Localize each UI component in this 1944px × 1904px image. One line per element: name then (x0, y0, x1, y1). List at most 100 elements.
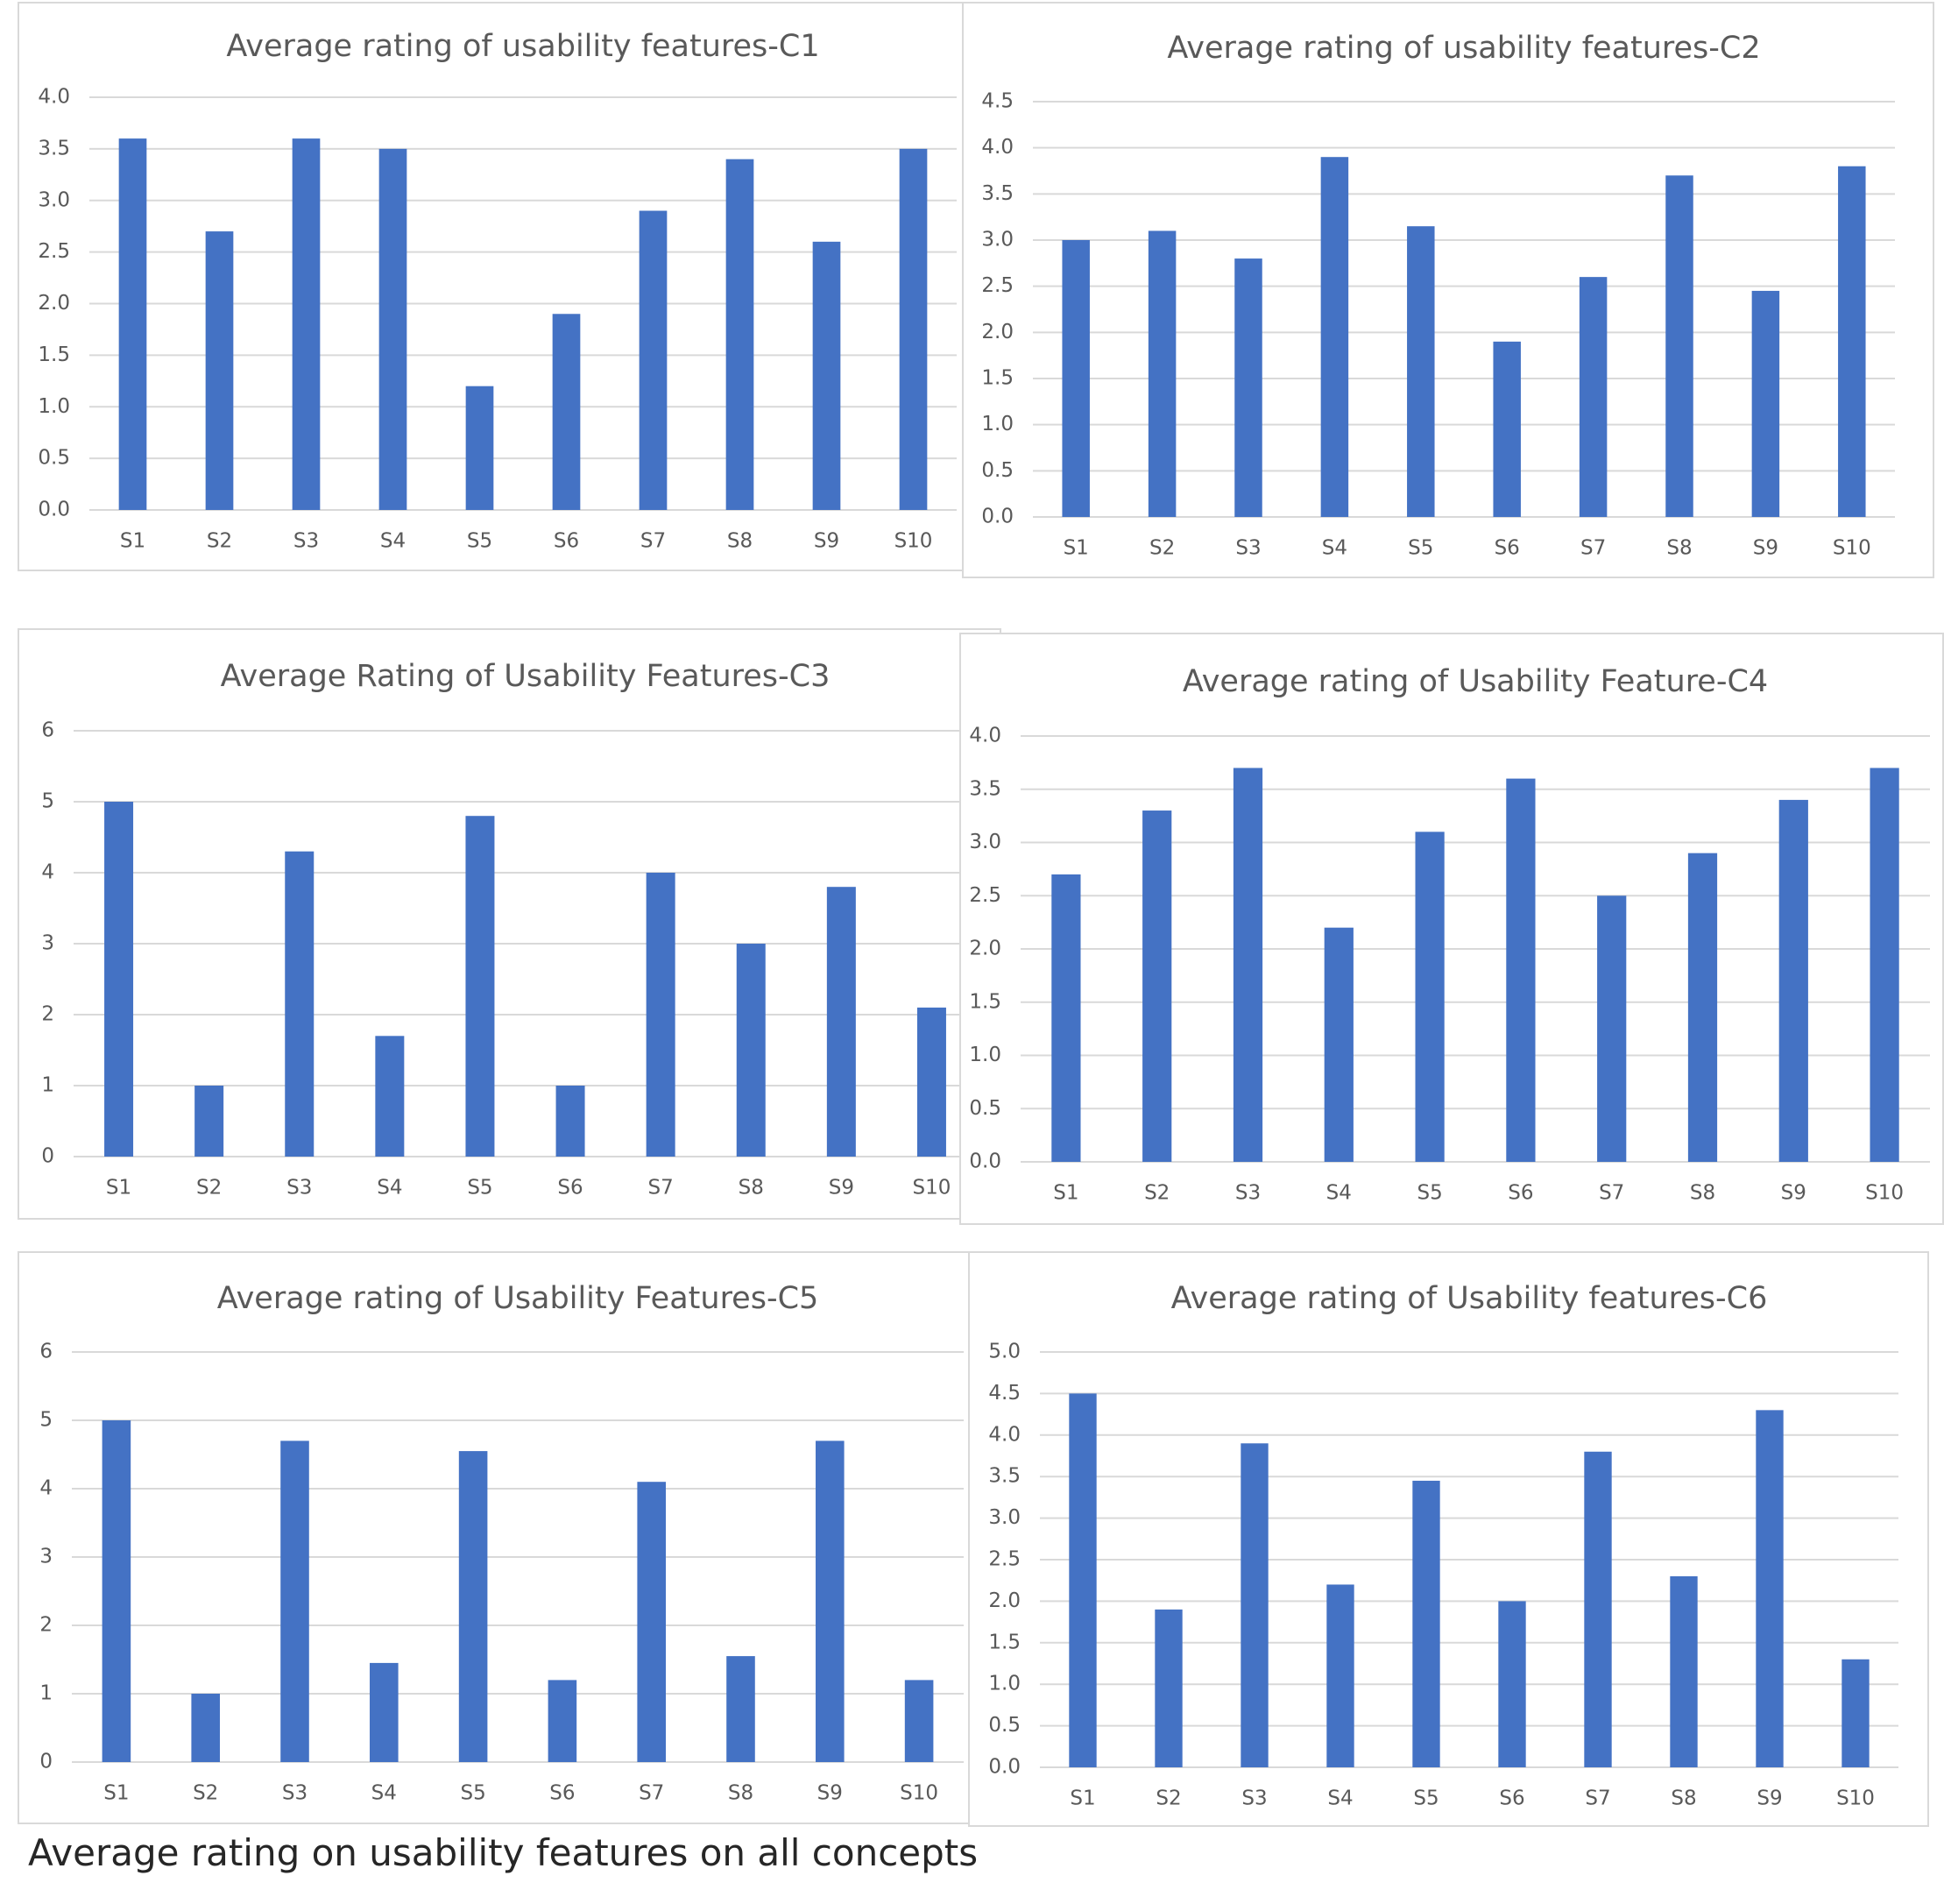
bar-s5 (465, 816, 495, 1157)
bar-s5 (1412, 1480, 1440, 1767)
x-category-label: S6 (557, 1177, 583, 1200)
x-category-label: S1 (103, 1782, 129, 1805)
bar-s5 (465, 386, 494, 510)
bar-s6 (548, 1680, 577, 1762)
bar-s4 (370, 1662, 399, 1762)
x-category-label: S1 (1070, 1787, 1095, 1810)
y-tick-label: 3.5 (38, 137, 70, 159)
y-tick-label: 3 (39, 1546, 53, 1568)
bar-s3 (1241, 1443, 1269, 1767)
bar-s10 (1841, 1659, 1870, 1767)
y-tick-label: 4 (39, 1477, 53, 1500)
chart-panel-c3: Average Rating of Usability Features-C3 0… (18, 628, 1001, 1220)
y-tick-label: 3 (41, 932, 54, 955)
bar-s2 (1142, 810, 1172, 1162)
x-category-label: S10 (913, 1177, 951, 1200)
bar-s2 (205, 231, 234, 510)
y-tick-label: 3.0 (38, 188, 70, 211)
y-tick-label: 1.0 (988, 1673, 1021, 1695)
bar-s4 (375, 1036, 405, 1157)
chart-panel-c6: Average rating of Usability features-C6 0… (968, 1251, 1929, 1827)
y-tick-label: 1 (41, 1074, 54, 1097)
y-tick-label: 0.5 (38, 447, 70, 470)
x-category-label: S6 (1495, 537, 1520, 560)
chart-title: Average rating of Usability Feature-C4 (1183, 664, 1768, 699)
y-tick-label: 0.0 (988, 1756, 1021, 1779)
bar-s10 (904, 1680, 934, 1762)
y-tick-label: 1.5 (981, 367, 1014, 390)
y-tick-label: 4 (41, 861, 54, 884)
y-tick-label: 2.0 (988, 1589, 1021, 1612)
bar-s8 (736, 944, 766, 1157)
x-category-label: S7 (1599, 1182, 1624, 1205)
y-tick-label: 3.5 (981, 182, 1014, 205)
x-category-label: S1 (1053, 1182, 1078, 1205)
y-tick-label: 1.5 (988, 1631, 1021, 1653)
bar-s7 (1584, 1451, 1612, 1767)
bar-s3 (292, 138, 321, 510)
y-tick-label: 2.0 (38, 292, 70, 315)
bar-s1 (1069, 1393, 1097, 1767)
bar-s1 (118, 138, 147, 510)
bar-s2 (1155, 1609, 1183, 1767)
y-tick-label: 6 (41, 719, 54, 742)
bar-s1 (1051, 874, 1081, 1162)
y-tick-label: 1.0 (969, 1044, 1001, 1066)
chart-panel-c1: Average rating of usability features-C1 0… (18, 2, 964, 571)
x-category-label: S2 (1149, 537, 1175, 560)
chart-title: Average rating of usability features-C2 (1167, 31, 1760, 66)
x-category-label: S5 (1417, 1182, 1442, 1205)
y-tick-label: 2.5 (38, 240, 70, 263)
y-tick-label: 2.0 (981, 321, 1014, 343)
x-category-label: S1 (120, 530, 145, 553)
chart-title: Average rating of usability features-C1 (226, 29, 819, 64)
bar-s9 (1778, 799, 1808, 1162)
y-tick-label: 4.5 (988, 1382, 1021, 1405)
x-category-label: S4 (1327, 1787, 1353, 1810)
x-category-label: S8 (1690, 1182, 1715, 1205)
bar-s6 (555, 1086, 585, 1157)
x-category-label: S6 (1508, 1182, 1533, 1205)
x-category-label: S4 (380, 530, 406, 553)
y-tick-label: 1.0 (981, 413, 1014, 435)
bar-s3 (280, 1440, 309, 1762)
bar-s8 (1665, 175, 1693, 517)
bar-s5 (1407, 226, 1435, 517)
x-category-label: S9 (1757, 1787, 1782, 1810)
x-category-label: S9 (829, 1177, 854, 1200)
bar-s5 (458, 1451, 488, 1762)
bar-s6 (1493, 341, 1521, 517)
x-category-label: S8 (727, 530, 753, 553)
chart-c2: Average rating of usability features-C2 0… (981, 31, 1895, 560)
bar-s3 (1234, 258, 1262, 517)
x-category-label: S3 (286, 1177, 312, 1200)
x-category-label: S4 (377, 1177, 402, 1200)
x-category-label: S2 (1156, 1787, 1181, 1810)
bar-s8 (1687, 853, 1718, 1162)
y-tick-label: 1.5 (38, 343, 70, 366)
bar-s7 (637, 1482, 666, 1762)
y-tick-label: 0 (41, 1145, 54, 1168)
bar-s6 (1506, 778, 1536, 1162)
y-tick-label: 4.0 (969, 725, 1001, 747)
y-tick-label: 1.0 (38, 395, 70, 418)
x-category-label: S10 (900, 1782, 938, 1805)
bar-s1 (102, 1420, 131, 1762)
y-tick-label: 4.0 (988, 1423, 1021, 1446)
x-category-label: S5 (467, 530, 492, 553)
bar-s4 (1324, 927, 1354, 1162)
figure-caption: Average rating on usability features on … (28, 1831, 979, 1874)
y-tick-label: 2 (39, 1614, 53, 1637)
x-category-label: S7 (648, 1177, 674, 1200)
x-category-label: S5 (467, 1177, 492, 1200)
x-category-label: S5 (1413, 1787, 1439, 1810)
x-category-label: S9 (1781, 1182, 1806, 1205)
y-tick-label: 4.0 (981, 136, 1014, 159)
x-category-label: S3 (1235, 537, 1261, 560)
bar-s3 (1233, 768, 1263, 1162)
y-tick-label: 2.5 (969, 884, 1001, 907)
chart-panel-c4: Average rating of Usability Feature-C4 0.… (959, 633, 1944, 1225)
bar-s4 (1326, 1584, 1354, 1767)
y-tick-label: 3.0 (969, 831, 1001, 853)
y-tick-label: 3.0 (988, 1506, 1021, 1529)
